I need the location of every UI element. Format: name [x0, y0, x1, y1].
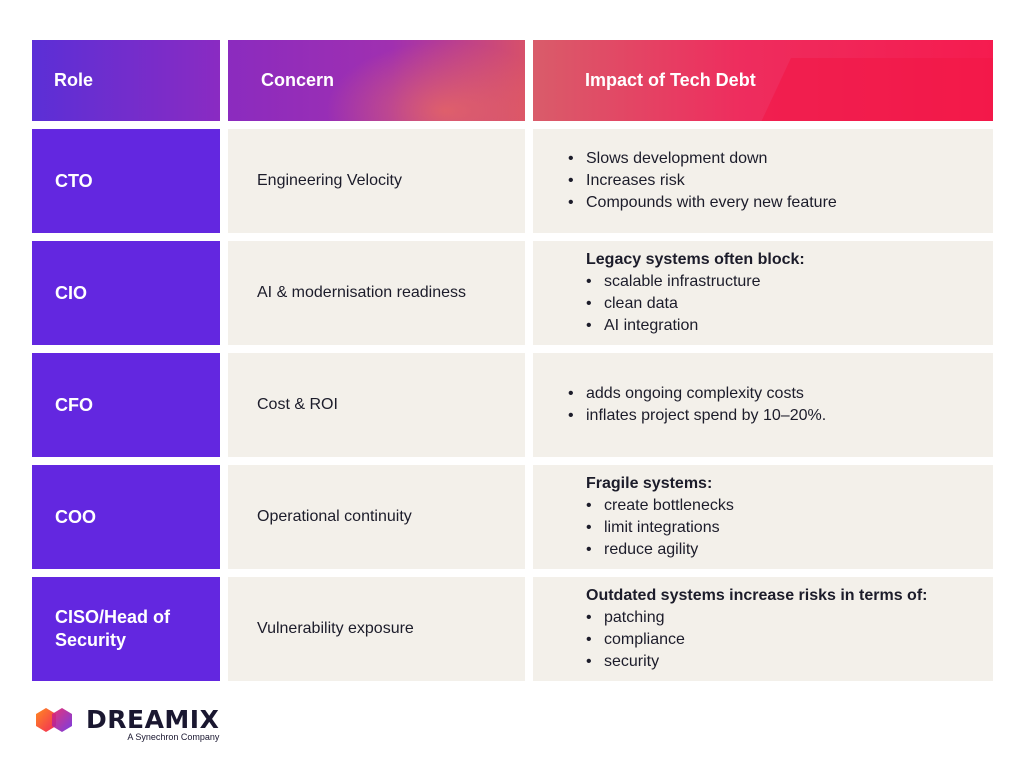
concern-cell: Cost & ROI: [228, 353, 525, 457]
role-cell: CISO/Head of Security: [32, 577, 220, 681]
impact-bullet: Compounds with every new feature: [568, 192, 993, 214]
dreamix-logo: DREAMIX A Synechron Company: [34, 706, 219, 742]
impact-cell: Slows development down Increases risk Co…: [533, 129, 993, 233]
impact-bullet: create bottlenecks: [586, 495, 993, 517]
logo-wordmark: DREAMIX: [86, 705, 220, 734]
impact-list: Slows development down Increases risk Co…: [568, 148, 993, 214]
impact-bullet: adds ongoing complexity costs: [568, 383, 993, 405]
impact-bullet: Increases risk: [568, 170, 993, 192]
impact-cell: Legacy systems often block: scalable inf…: [533, 241, 993, 345]
impact-bullet: clean data: [586, 293, 993, 315]
impact-list: patching compliance security: [568, 607, 993, 673]
impact-list: create bottlenecks limit integrations re…: [568, 495, 993, 561]
tech-debt-table: Role Concern Impact of Tech Debt CTO Eng…: [32, 40, 993, 681]
header-concern: Concern: [228, 40, 525, 121]
impact-bullet: Slows development down: [568, 148, 993, 170]
impact-bullet: AI integration: [586, 315, 993, 337]
logo-text: DREAMIX A Synechron Company: [86, 705, 220, 743]
impact-lead: Legacy systems often block:: [586, 251, 805, 268]
impact-bullet: inflates project spend by 10–20%.: [568, 405, 993, 427]
impact-lead: Outdated systems increase risks in terms…: [586, 587, 928, 604]
impact-lead: Fragile systems:: [586, 475, 713, 492]
concern-cell: Engineering Velocity: [228, 129, 525, 233]
impact-bullet: patching: [586, 607, 993, 629]
impact-bullet: scalable infrastructure: [586, 271, 993, 293]
impact-bullet: compliance: [586, 629, 993, 651]
concern-cell: Operational continuity: [228, 465, 525, 569]
logo-tagline: A Synechron Company: [127, 732, 220, 742]
impact-cell: Outdated systems increase risks in terms…: [533, 577, 993, 681]
impact-bullet: reduce agility: [586, 539, 993, 561]
dreamix-hexagon-logo-icon: [36, 708, 72, 732]
impact-cell: Fragile systems: create bottlenecks limi…: [533, 465, 993, 569]
concern-cell: AI & modernisation readiness: [228, 241, 525, 345]
role-cell: CIO: [32, 241, 220, 345]
impact-cell: adds ongoing complexity costs inflates p…: [533, 353, 993, 457]
role-cell: CFO: [32, 353, 220, 457]
role-cell: CTO: [32, 129, 220, 233]
header-impact: Impact of Tech Debt: [533, 40, 993, 121]
impact-bullet: security: [586, 651, 993, 673]
header-role: Role: [32, 40, 220, 121]
role-cell: COO: [32, 465, 220, 569]
impact-list: adds ongoing complexity costs inflates p…: [568, 383, 993, 427]
impact-bullet: limit integrations: [586, 517, 993, 539]
concern-cell: Vulnerability exposure: [228, 577, 525, 681]
impact-list: scalable infrastructure clean data AI in…: [568, 271, 993, 337]
